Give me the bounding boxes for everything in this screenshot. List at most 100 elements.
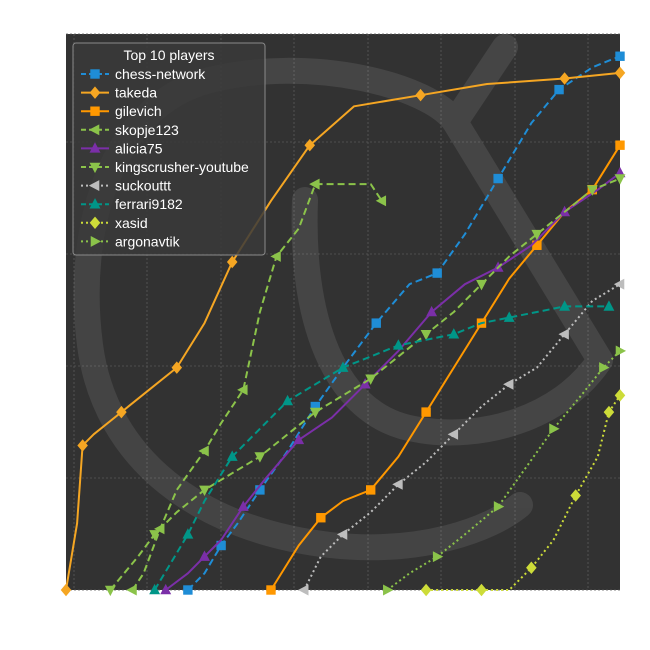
data-point-ferrari9182 xyxy=(337,361,349,372)
data-point-alicia75 xyxy=(359,378,371,389)
legend-marker xyxy=(90,235,102,247)
legend-label: gilevich xyxy=(115,103,162,119)
data-point-alicia75 xyxy=(293,433,305,445)
series-takeda xyxy=(60,66,626,597)
data-point-chess-network xyxy=(554,84,564,95)
legend-marker xyxy=(89,86,101,99)
data-point-xasid xyxy=(420,583,432,597)
legend-marker xyxy=(89,142,101,153)
series-chess-network xyxy=(183,51,625,595)
data-point-chess-network xyxy=(183,585,193,595)
data-point-takeda xyxy=(304,138,316,152)
data-point-ferrari9182 xyxy=(603,300,615,311)
data-point-alicia75 xyxy=(160,583,172,595)
data-point-kingscrusher-youtube xyxy=(104,585,116,597)
data-point-kingscrusher-youtube xyxy=(309,407,321,419)
knight-logo-watermark xyxy=(73,34,613,561)
legend-title: Top 10 players xyxy=(123,47,214,63)
data-point-suckouttt xyxy=(503,378,514,390)
legend-label: ferrari9182 xyxy=(115,196,183,212)
data-point-kingscrusher-youtube xyxy=(365,374,377,385)
data-point-kingscrusher-youtube xyxy=(199,485,210,497)
series-line-chess-network xyxy=(187,55,621,591)
legend-label: chess-network xyxy=(115,66,206,82)
data-point-takeda xyxy=(559,72,570,85)
legend-marker xyxy=(90,106,100,116)
series-line-xasid xyxy=(426,394,621,591)
legend-entry-chess-network: chess-network xyxy=(81,66,206,82)
legend-marker xyxy=(88,124,100,136)
data-point-alicia75 xyxy=(426,305,438,317)
data-point-ferrari9182 xyxy=(282,394,294,406)
data-point-ferrari9182 xyxy=(503,311,515,322)
data-point-chess-network xyxy=(371,318,381,328)
data-point-skopje123 xyxy=(270,250,281,262)
legend: Top 10 players chess-network takeda gilevi… xyxy=(72,42,266,256)
series-argonavtik xyxy=(383,345,627,596)
data-point-xasid xyxy=(603,405,615,419)
legend-label: alicia75 xyxy=(115,140,163,156)
data-point-takeda xyxy=(116,405,127,419)
series-line-kingscrusher-youtube xyxy=(109,177,621,591)
series-xasid xyxy=(420,389,626,597)
legend-marker xyxy=(89,198,101,209)
logo-inner-stroke xyxy=(291,109,613,446)
data-point-skopje123 xyxy=(375,195,387,207)
data-point-xasid xyxy=(614,389,626,402)
data-point-argonavtik xyxy=(383,584,394,596)
legend-label: argonavtik xyxy=(115,233,181,249)
series-ferrari9182 xyxy=(149,300,615,595)
data-point-takeda xyxy=(614,66,626,80)
data-point-argonavtik xyxy=(549,423,560,435)
data-point-gilevich xyxy=(316,513,326,523)
data-point-xasid xyxy=(570,489,581,502)
legend-entry-argonavtik: argonavtik xyxy=(81,233,181,249)
data-point-alicia75 xyxy=(237,500,249,511)
series-layer xyxy=(60,51,627,597)
data-point-kingscrusher-youtube xyxy=(420,329,432,341)
legend-entry-suckouttt: suckouttt xyxy=(81,178,171,194)
data-point-kingscrusher-youtube xyxy=(586,185,598,196)
data-point-suckouttt xyxy=(392,478,403,490)
data-point-skopje123 xyxy=(198,445,209,457)
data-point-chess-network xyxy=(493,173,503,184)
data-point-takeda xyxy=(226,255,238,269)
data-point-alicia75 xyxy=(199,550,210,561)
legend-entry-alicia75: alicia75 xyxy=(81,140,163,156)
data-point-gilevich xyxy=(266,585,276,595)
legend-label: suckouttt xyxy=(115,178,171,194)
data-point-gilevich xyxy=(366,485,376,495)
legend-entry-xasid: xasid xyxy=(81,215,148,231)
legend-label: xasid xyxy=(115,215,148,231)
data-point-skopje123 xyxy=(126,584,137,596)
data-point-argonavtik xyxy=(615,345,627,357)
logo-outer-stroke xyxy=(73,34,533,561)
series-line-takeda xyxy=(65,71,621,591)
legend-entry-gilevich: gilevich xyxy=(81,103,162,119)
series-kingscrusher-youtube xyxy=(104,174,626,597)
data-point-kingscrusher-youtube xyxy=(614,174,626,185)
data-point-chess-network xyxy=(615,51,625,61)
data-point-chess-network xyxy=(432,268,442,278)
data-point-ferrari9182 xyxy=(448,328,460,339)
legend-entries: chess-network takeda gilevich skopje123 alic… xyxy=(81,66,249,249)
data-point-suckouttt xyxy=(558,328,569,340)
data-point-gilevich xyxy=(615,140,625,150)
legend-marker xyxy=(90,69,100,79)
data-point-suckouttt xyxy=(613,278,625,290)
data-point-suckouttt xyxy=(298,584,309,596)
data-point-takeda xyxy=(60,583,72,597)
data-point-kingscrusher-youtube xyxy=(531,229,543,241)
data-point-skopje123 xyxy=(237,384,248,396)
data-point-ferrari9182 xyxy=(559,300,571,311)
series-line-ferrari9182 xyxy=(153,305,609,591)
data-point-suckouttt xyxy=(447,428,459,440)
data-point-kingscrusher-youtube xyxy=(476,279,487,291)
data-point-takeda xyxy=(171,361,183,374)
legend-marker xyxy=(89,216,101,230)
data-point-kingscrusher-youtube xyxy=(254,452,266,463)
data-point-argonavtik xyxy=(493,501,505,513)
legend-entry-skopje123: skopje123 xyxy=(81,122,179,138)
data-point-ferrari9182 xyxy=(182,528,194,539)
legend-entry-kingscrusher-youtube: kingscrusher-youtube xyxy=(81,159,249,175)
